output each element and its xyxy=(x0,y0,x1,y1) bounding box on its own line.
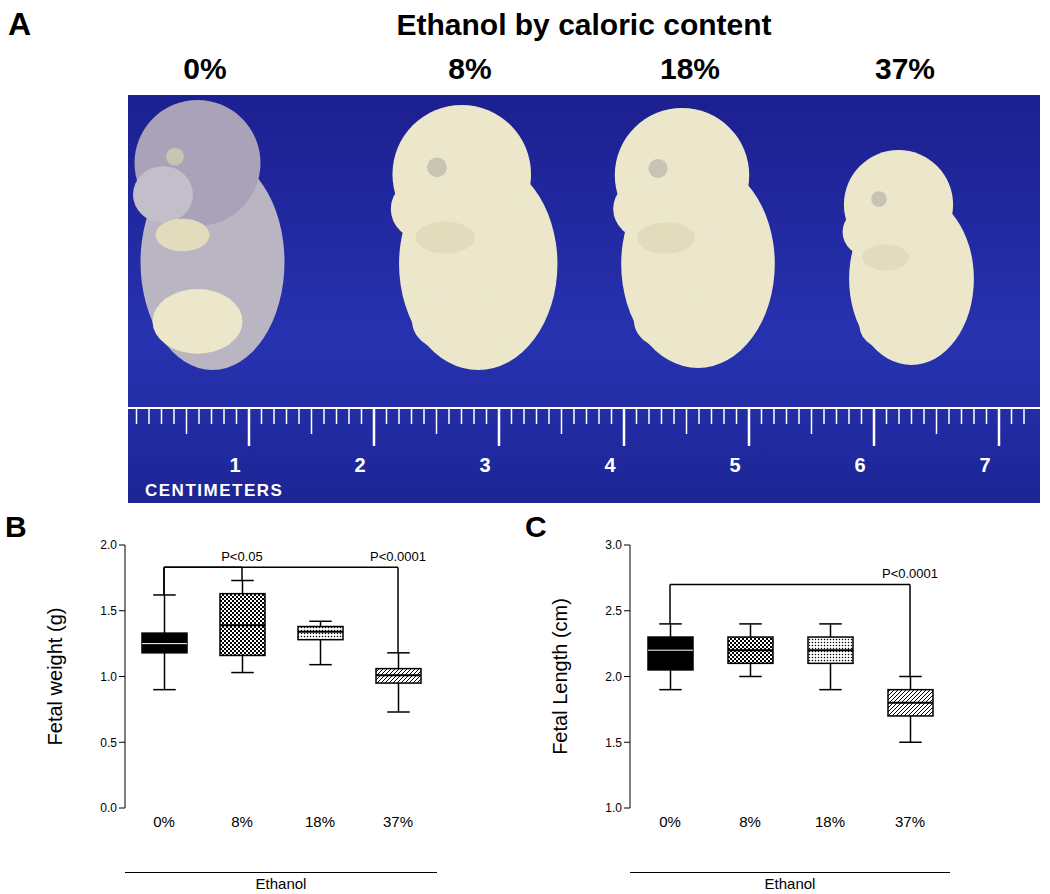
svg-text:18%: 18% xyxy=(815,813,845,830)
svg-text:1: 1 xyxy=(229,454,240,476)
svg-text:1.0: 1.0 xyxy=(605,801,622,815)
html-text:18%: 18% xyxy=(660,52,720,85)
svg-text:8%: 8% xyxy=(231,813,253,830)
svg-text:P<0.0001: P<0.0001 xyxy=(882,566,938,581)
svg-text:0%: 0% xyxy=(153,813,175,830)
svg-text:6: 6 xyxy=(854,454,865,476)
svg-text:0.0: 0.0 xyxy=(100,801,117,815)
svg-text:CENTIMETERS: CENTIMETERS xyxy=(145,481,283,500)
svg-text:18%: 18% xyxy=(305,813,335,830)
svg-text:4: 4 xyxy=(604,454,616,476)
svg-text:2.0: 2.0 xyxy=(100,538,117,552)
svg-text:3.0: 3.0 xyxy=(605,538,622,552)
svg-text:8%: 8% xyxy=(739,813,761,830)
html-text:8%: 8% xyxy=(448,52,492,85)
svg-text:P<0.0001: P<0.0001 xyxy=(370,549,426,564)
html-text:0%: 0% xyxy=(183,52,227,85)
svg-text:0%: 0% xyxy=(659,813,681,830)
svg-text:1.0: 1.0 xyxy=(100,670,117,684)
svg-text:2: 2 xyxy=(354,454,365,476)
svg-text:2.0: 2.0 xyxy=(605,670,622,684)
html-text:B: B xyxy=(5,510,27,543)
svg-text:1.5: 1.5 xyxy=(605,736,622,750)
svg-text:P<0.05: P<0.05 xyxy=(221,549,263,564)
svg-text:5: 5 xyxy=(729,454,740,476)
svg-text:3: 3 xyxy=(479,454,490,476)
html-text:Ethanol: Ethanol xyxy=(764,875,816,892)
svg-text:37%: 37% xyxy=(895,813,925,830)
svg-text:0.5: 0.5 xyxy=(100,736,117,750)
svg-text:Fetal weight (g): Fetal weight (g) xyxy=(44,608,66,746)
svg-text:2.5: 2.5 xyxy=(605,604,622,618)
html-text:A: A xyxy=(8,6,32,42)
svg-text:7: 7 xyxy=(979,454,990,476)
html-text:37%: 37% xyxy=(875,52,935,85)
svg-text:37%: 37% xyxy=(383,813,413,830)
svg-text:Fetal Length (cm): Fetal Length (cm) xyxy=(549,598,571,755)
html-text:Ethanol by caloric content: Ethanol by caloric content xyxy=(396,8,772,41)
html-text:Ethanol: Ethanol xyxy=(255,875,307,892)
svg-text:1.5: 1.5 xyxy=(100,604,117,618)
html-text:C: C xyxy=(525,510,547,543)
